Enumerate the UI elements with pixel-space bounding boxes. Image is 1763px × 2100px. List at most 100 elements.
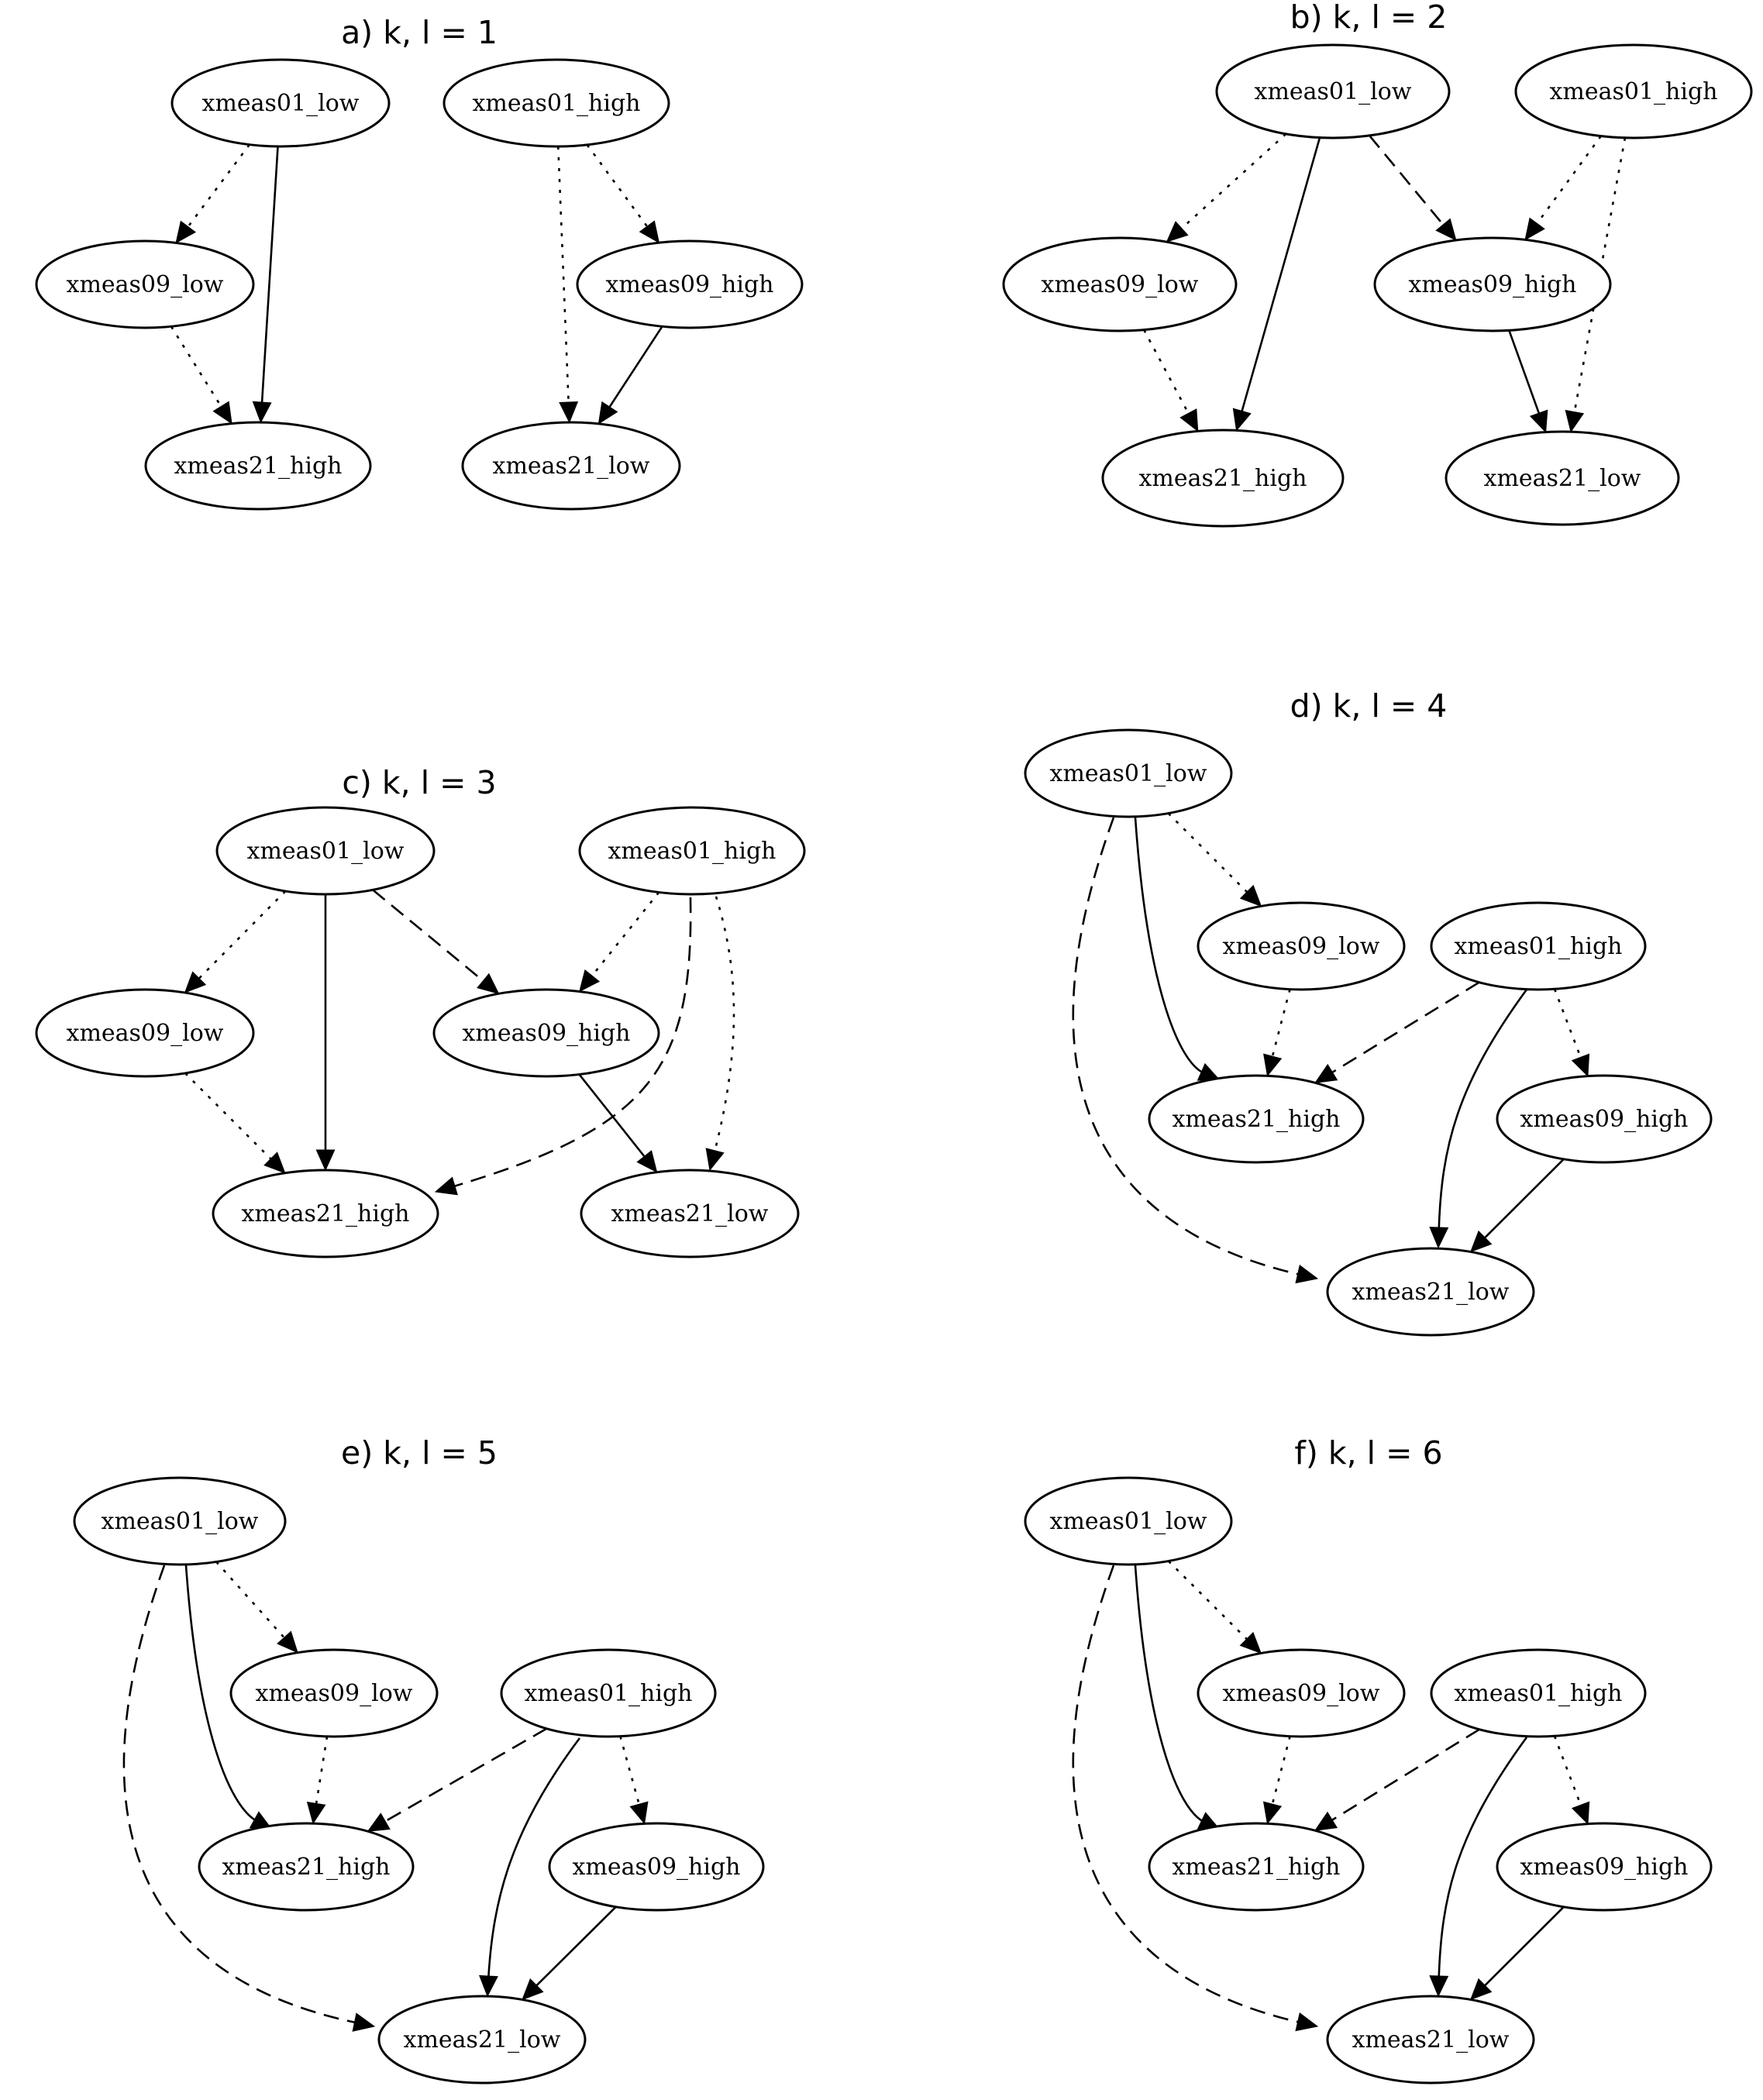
arrowhead	[477, 973, 500, 995]
edge-d-n2-n4	[1263, 989, 1291, 1077]
edge-line	[1167, 1560, 1250, 1642]
edge-line	[1553, 1735, 1583, 1809]
node-label: xmeas21_low	[1352, 2026, 1510, 2054]
node-xmeas21_low: xmeas21_low	[1326, 1247, 1535, 1337]
edge-b-n2-n6	[1565, 137, 1627, 433]
arrowhead	[1524, 217, 1545, 241]
node-label: xmeas21_high	[1138, 465, 1307, 492]
edge-f-n3-n4	[1314, 1728, 1480, 1831]
node-ellipse	[1430, 901, 1647, 991]
node-xmeas09_high: xmeas09_high	[1373, 236, 1612, 332]
edge-b-n1-n5	[1232, 137, 1321, 432]
edge-f-n1-n2	[1167, 1560, 1262, 1654]
edge-line	[533, 1905, 617, 1988]
edge-line	[184, 1565, 258, 1823]
arrowhead	[1571, 1801, 1590, 1825]
edge-line	[1329, 1728, 1480, 1823]
edge-a-n3-n5	[170, 325, 232, 425]
edge-f-n2-n4	[1262, 1736, 1291, 1825]
node-xmeas09_high: xmeas09_high	[1496, 1822, 1713, 1912]
arrowhead	[1469, 1978, 1493, 2001]
node-xmeas21_high: xmeas21_high	[1148, 1074, 1365, 1164]
arrowhead	[1166, 221, 1189, 243]
node-xmeas01_low: xmeas01_low	[1024, 1476, 1233, 1566]
edge-d-n3-n6	[1429, 989, 1528, 1249]
node-xmeas21_high: xmeas21_high	[1101, 429, 1345, 528]
node-xmeas09_low: xmeas09_low	[229, 1648, 439, 1738]
arrowhead	[1262, 1801, 1283, 1825]
node-ellipse	[1024, 728, 1233, 818]
node-ellipse	[578, 806, 806, 896]
edge-line	[1438, 1737, 1528, 1980]
edges	[1072, 812, 1590, 1284]
node-xmeas09_low: xmeas09_low	[1197, 901, 1406, 991]
panel-title: f) k, l = 6	[1294, 1434, 1442, 1472]
node-ellipse	[35, 239, 255, 329]
node-xmeas21_low: xmeas21_low	[377, 1995, 587, 2085]
edge-e-n5-n6	[522, 1905, 617, 2001]
edge-a-n2-n6	[556, 146, 579, 424]
node-ellipse	[1444, 430, 1680, 526]
node-label: xmeas21_low	[1484, 465, 1641, 492]
edge-e-n3-n6	[479, 1737, 581, 1998]
arrowhead	[252, 401, 272, 424]
arrowhead	[1571, 1053, 1590, 1077]
arrowhead	[705, 1148, 725, 1172]
arrowhead	[629, 1801, 649, 1825]
node-label: xmeas21_high	[1172, 1106, 1340, 1133]
edge-line	[1369, 135, 1446, 228]
arrowhead	[1565, 409, 1585, 433]
node-xmeas21_high: xmeas21_high	[212, 1169, 439, 1258]
edge-line	[1553, 988, 1583, 1061]
node-ellipse	[432, 988, 660, 1078]
arrowhead	[315, 1149, 336, 1172]
edge-d-n3-n4	[1314, 981, 1480, 1083]
edge-a-n1-n5	[252, 146, 279, 424]
edge-f-n5-n6	[1469, 1905, 1565, 2001]
panel-title: a) k, l = 1	[341, 14, 498, 51]
arrowhead	[597, 401, 618, 425]
node-label: xmeas01_high	[472, 90, 640, 117]
panel-b: b) k, l = 2 xmeas01_low xmeas01_high xmeas0…	[1002, 0, 1753, 528]
arrowhead	[184, 971, 207, 993]
edge-f-n3-n6	[1429, 1737, 1528, 1998]
node-ellipse	[580, 1169, 800, 1258]
edge-c-n2-n4	[579, 891, 660, 993]
node-label: xmeas01_low	[1255, 78, 1412, 105]
arrowhead	[1179, 408, 1199, 432]
edge-line	[589, 891, 660, 979]
arrowhead	[1314, 1811, 1338, 1831]
edge-line	[382, 1727, 548, 1824]
node-xmeas01_low: xmeas01_low	[215, 806, 436, 896]
node-ellipse	[1002, 236, 1238, 332]
node-xmeas09_low: xmeas09_low	[35, 239, 255, 329]
panel-title: c) k, l = 3	[342, 764, 496, 801]
panel-e: e) k, l = 5 xmeas01_low xmeas09_low xmeas01…	[73, 1434, 765, 2085]
edge-b-n3-n5	[1143, 329, 1199, 432]
edge-f-n3-n5	[1553, 1735, 1590, 1825]
arrowhead	[277, 1630, 298, 1654]
arrowhead	[306, 1801, 326, 1825]
node-label: xmeas09_low	[1223, 1680, 1380, 1707]
node-ellipse	[1148, 1074, 1365, 1164]
arrowhead	[522, 1978, 544, 2001]
edge-e-n3-n4	[367, 1727, 548, 1832]
node-xmeas09_high: xmeas09_high	[576, 239, 804, 329]
node-label: xmeas01_low	[1050, 760, 1207, 787]
node-ellipse	[144, 421, 372, 511]
node-label: xmeas01_low	[202, 90, 360, 117]
edge-line	[170, 325, 224, 410]
edges	[184, 889, 735, 1196]
node-xmeas09_low: xmeas09_low	[1197, 1648, 1406, 1738]
arrowhead	[559, 401, 579, 424]
edge-line	[713, 896, 735, 1155]
edge-e-n1-n2	[215, 1561, 298, 1654]
edge-line	[1270, 989, 1291, 1060]
node-xmeas01_high: xmeas01_high	[442, 58, 670, 148]
node-ellipse	[35, 988, 255, 1078]
arrowhead	[1429, 1975, 1449, 1998]
node-label: xmeas21_low	[1352, 1279, 1510, 1306]
node-label: xmeas09_low	[256, 1680, 413, 1707]
edge-c-n2-n5	[434, 897, 692, 1196]
